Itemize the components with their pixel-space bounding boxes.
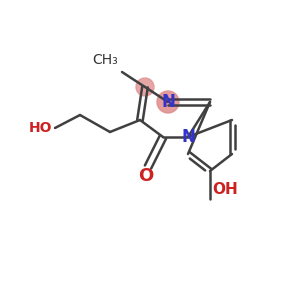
Text: N: N [181,128,195,146]
Text: O: O [138,167,154,185]
Text: CH₃: CH₃ [92,53,118,67]
Text: OH: OH [212,182,238,197]
Text: N: N [161,93,175,111]
Text: HO: HO [28,121,52,135]
Circle shape [157,91,179,113]
Circle shape [136,78,154,96]
